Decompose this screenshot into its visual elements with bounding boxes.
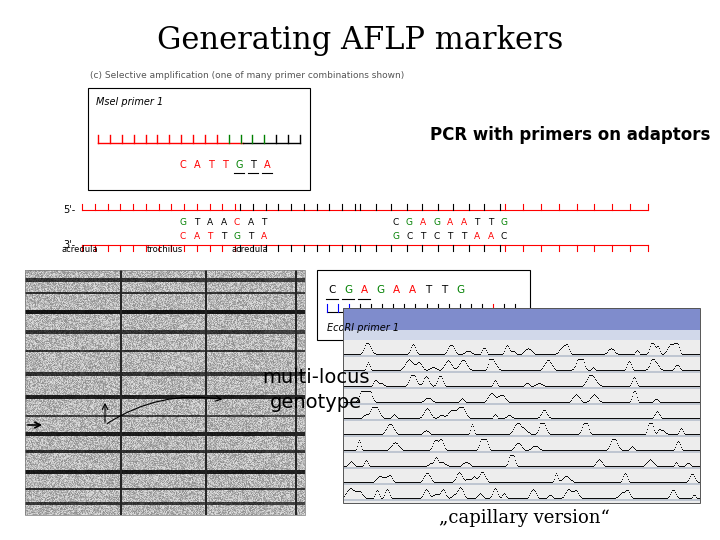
Text: T: T bbox=[250, 160, 256, 170]
Text: C: C bbox=[393, 218, 399, 227]
Text: A: A bbox=[420, 218, 426, 227]
Text: multi-locus
genotype: multi-locus genotype bbox=[262, 368, 370, 412]
Text: T: T bbox=[222, 160, 228, 170]
Text: „capillary version“: „capillary version“ bbox=[438, 509, 609, 527]
Text: acredula: acredula bbox=[62, 245, 99, 254]
Text: T: T bbox=[194, 218, 199, 227]
Bar bbox=[343, 308, 700, 503]
Bar bbox=[25, 270, 305, 515]
Text: A: A bbox=[194, 232, 199, 241]
Bar bbox=[88, 88, 310, 190]
Text: A: A bbox=[474, 232, 480, 241]
Text: A: A bbox=[220, 218, 227, 227]
Text: G: G bbox=[433, 218, 440, 227]
Text: T: T bbox=[207, 232, 212, 241]
Text: C: C bbox=[406, 232, 413, 241]
Text: T: T bbox=[208, 160, 214, 170]
Text: G: G bbox=[500, 218, 508, 227]
Text: G: G bbox=[179, 218, 186, 227]
Text: PCR with primers on adaptors: PCR with primers on adaptors bbox=[430, 126, 711, 144]
Text: A: A bbox=[460, 218, 467, 227]
Text: A: A bbox=[264, 160, 270, 170]
Text: G: G bbox=[344, 285, 352, 295]
Text: T: T bbox=[261, 218, 266, 227]
Text: G: G bbox=[406, 218, 413, 227]
Text: 5'-: 5'- bbox=[63, 205, 75, 215]
Bar bbox=[317, 270, 530, 340]
Text: G: G bbox=[392, 232, 400, 241]
Text: C: C bbox=[234, 218, 240, 227]
Text: T: T bbox=[441, 285, 447, 295]
Text: G: G bbox=[235, 160, 243, 170]
Text: T: T bbox=[425, 285, 431, 295]
Text: A: A bbox=[261, 232, 267, 241]
Text: G: G bbox=[456, 285, 464, 295]
Text: T: T bbox=[461, 232, 466, 241]
Text: T: T bbox=[447, 232, 453, 241]
Text: A: A bbox=[194, 160, 200, 170]
Text: T: T bbox=[488, 218, 493, 227]
Text: Generating AFLP markers: Generating AFLP markers bbox=[157, 24, 563, 56]
Text: A: A bbox=[408, 285, 415, 295]
Text: (c) Selective amplification (one of many primer combinations shown): (c) Selective amplification (one of many… bbox=[90, 71, 404, 79]
Text: A: A bbox=[392, 285, 400, 295]
Text: A: A bbox=[487, 232, 494, 241]
Text: A: A bbox=[361, 285, 368, 295]
Text: 3'-: 3'- bbox=[63, 240, 75, 250]
Text: acredula: acredula bbox=[232, 245, 269, 254]
Text: C: C bbox=[501, 232, 507, 241]
Text: EcoRI primer 1: EcoRI primer 1 bbox=[327, 323, 399, 333]
Text: Msel primer 1: Msel primer 1 bbox=[96, 97, 163, 107]
Text: C: C bbox=[179, 160, 186, 170]
Text: trochilus: trochilus bbox=[147, 245, 183, 254]
Text: T: T bbox=[221, 232, 226, 241]
Text: T: T bbox=[248, 232, 253, 241]
Text: C: C bbox=[180, 232, 186, 241]
Text: A: A bbox=[447, 218, 453, 227]
Text: G: G bbox=[233, 232, 240, 241]
Text: G: G bbox=[376, 285, 384, 295]
Text: A: A bbox=[207, 218, 213, 227]
Text: C: C bbox=[328, 285, 336, 295]
Text: C: C bbox=[433, 232, 440, 241]
Text: A: A bbox=[248, 218, 253, 227]
Text: T: T bbox=[420, 232, 426, 241]
Text: T: T bbox=[474, 218, 480, 227]
